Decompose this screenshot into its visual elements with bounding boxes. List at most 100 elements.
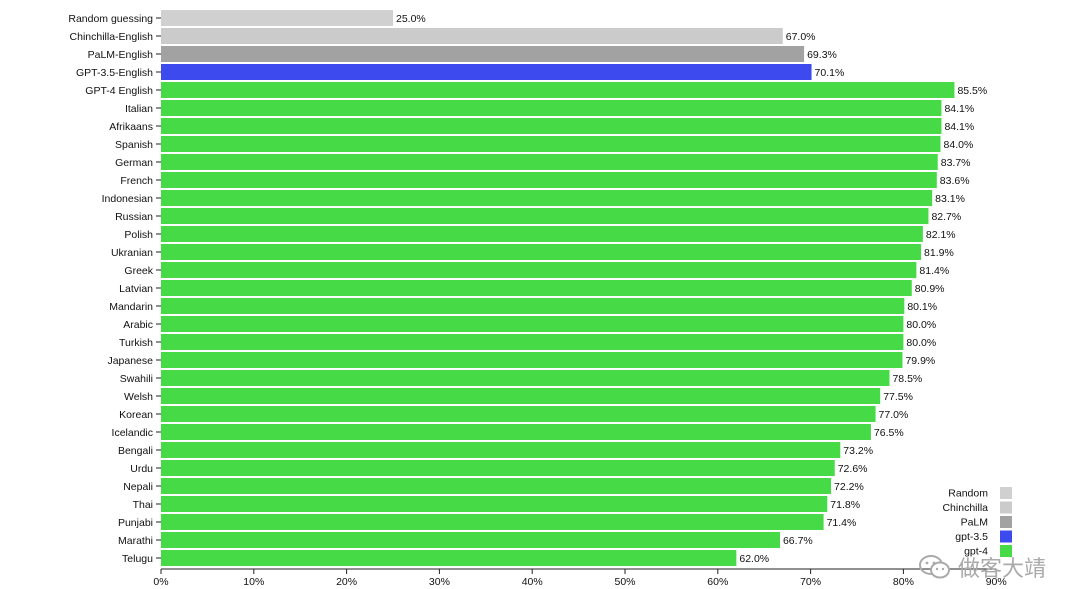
category-label: GPT-3.5-English (76, 67, 153, 79)
bar-11 (161, 208, 929, 224)
category-label: Mandarin (109, 301, 153, 313)
value-label: 84.1% (944, 103, 974, 115)
category-label: Turkish (119, 337, 153, 349)
value-label: 82.1% (926, 229, 956, 241)
bar-18 (161, 334, 904, 350)
value-label: 80.1% (907, 301, 937, 313)
value-label: 81.9% (924, 247, 954, 259)
value-label: 84.1% (944, 121, 974, 133)
bar-22 (161, 406, 876, 422)
x-tick-label: 10% (243, 576, 264, 588)
bar-8 (161, 154, 938, 170)
bar-26 (161, 478, 832, 494)
category-label: Spanish (115, 139, 153, 151)
value-label: 77.5% (883, 391, 913, 403)
bar-12 (161, 226, 923, 242)
category-label: Marathi (118, 535, 153, 547)
bar-2 (161, 46, 805, 62)
value-label: 78.5% (892, 373, 922, 385)
legend-label: Chinchilla (942, 502, 988, 514)
value-label: 67.0% (786, 31, 816, 43)
value-label: 80.0% (906, 319, 936, 331)
bar-16 (161, 298, 905, 314)
bar-21 (161, 388, 881, 404)
legend-swatch-2 (1000, 516, 1012, 528)
wechat-icon (918, 555, 950, 579)
category-label: Thai (133, 499, 153, 511)
value-label: 76.5% (874, 427, 904, 439)
legend-label: PaLM (961, 517, 988, 529)
x-tick-label: 50% (614, 576, 635, 588)
category-label: Ukranian (111, 247, 153, 259)
bar-28 (161, 514, 824, 530)
category-label: Russian (115, 211, 153, 223)
bar-10 (161, 190, 933, 206)
bar-25 (161, 460, 835, 476)
category-label: Icelandic (112, 427, 153, 439)
watermark-text: 做客大靖 (957, 557, 1046, 582)
bar-24 (161, 442, 841, 458)
category-label: Swahili (120, 373, 153, 385)
bar-14 (161, 262, 917, 278)
x-tick-label: 60% (707, 576, 728, 588)
value-label: 80.0% (906, 337, 936, 349)
category-label: Japanese (107, 355, 153, 367)
category-label: French (120, 175, 153, 187)
category-label: Chinchilla-English (70, 31, 154, 43)
category-label: Arabic (123, 319, 153, 331)
value-label: 62.0% (739, 553, 769, 565)
category-label: Latvian (119, 283, 153, 295)
category-label: Greek (124, 265, 153, 277)
category-label: Korean (119, 409, 153, 421)
bar-3 (161, 64, 812, 80)
watermark: 做客大靖 (918, 551, 1046, 583)
value-label: 73.2% (843, 445, 873, 457)
bar-19 (161, 352, 903, 368)
category-label: Nepali (123, 481, 153, 493)
bar-7 (161, 136, 941, 152)
x-tick-label: 40% (522, 576, 543, 588)
category-label: PaLM-English (88, 49, 154, 61)
category-label: Italian (125, 103, 153, 115)
bar-15 (161, 280, 912, 296)
x-tick-label: 0% (153, 576, 168, 588)
legend-label: gpt-4 (964, 546, 988, 558)
value-label: 71.4% (827, 517, 857, 529)
bar-29 (161, 532, 780, 548)
bar-13 (161, 244, 922, 260)
value-label: 70.1% (815, 67, 845, 79)
value-label: 72.2% (834, 481, 864, 493)
value-label: 71.8% (830, 499, 860, 511)
bar-30 (161, 550, 737, 566)
legend-label: gpt-3.5 (955, 531, 988, 543)
value-label: 83.6% (940, 175, 970, 187)
bar-23 (161, 424, 871, 440)
value-label: 82.7% (931, 211, 961, 223)
bar-20 (161, 370, 890, 386)
value-label: 66.7% (783, 535, 813, 547)
bar-17 (161, 316, 904, 332)
value-label: 25.0% (396, 13, 426, 25)
legend-swatch-4 (1000, 545, 1012, 557)
category-label: Welsh (124, 391, 153, 403)
category-label: Indonesian (102, 193, 154, 205)
bar-6 (161, 118, 942, 134)
category-label: Urdu (130, 463, 153, 475)
category-label: Random guessing (68, 13, 153, 25)
value-label: 85.5% (957, 85, 987, 97)
category-label: Telugu (122, 553, 153, 565)
value-label: 83.7% (941, 157, 971, 169)
category-label: German (115, 157, 153, 169)
legend-swatch-1 (1000, 501, 1012, 514)
category-label: Bengali (118, 445, 153, 457)
bar-5 (161, 100, 942, 116)
category-label: Punjabi (118, 517, 153, 529)
bar-4 (161, 82, 955, 98)
x-tick-label: 90% (986, 576, 1007, 588)
bar-1 (161, 28, 783, 44)
legend-swatch-3 (1000, 530, 1012, 543)
bar-0 (161, 10, 393, 26)
value-label: 84.0% (944, 139, 974, 151)
x-tick-label: 30% (429, 576, 450, 588)
